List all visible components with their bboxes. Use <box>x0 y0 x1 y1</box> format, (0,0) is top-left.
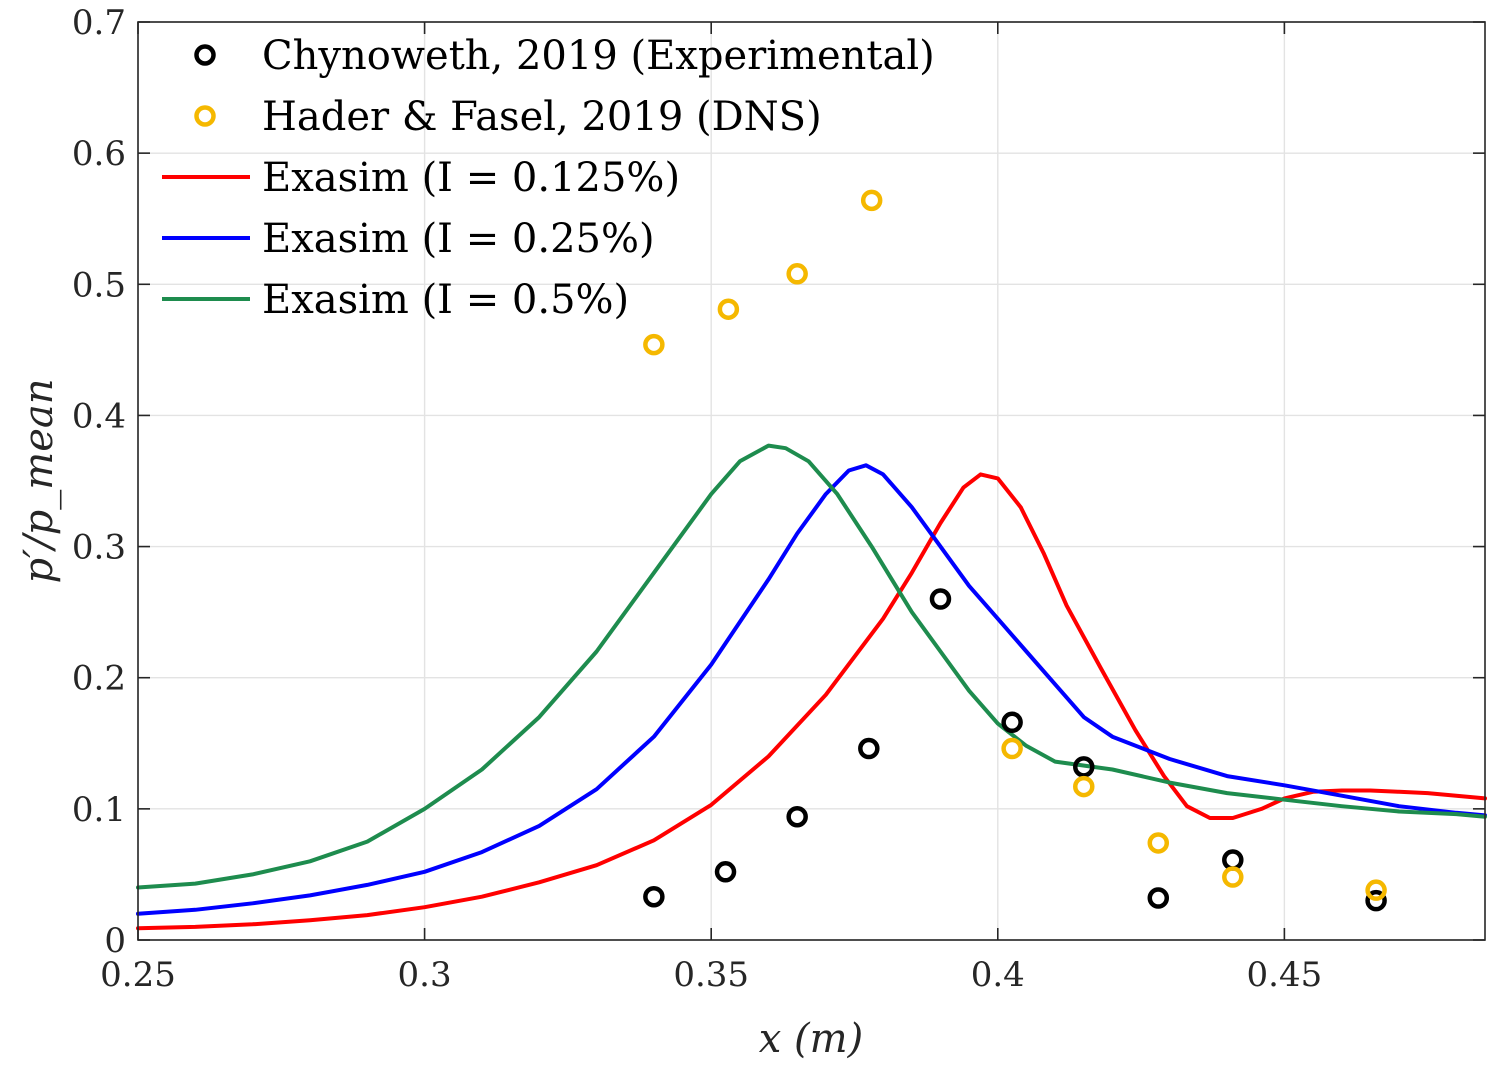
legend: Chynoweth, 2019 (Experimental) Hader & Fa… <box>162 33 935 323</box>
x-axis-label: x (m) <box>759 1016 863 1062</box>
x-tick-label: 0.3 <box>398 955 452 995</box>
y-tick-label: 0.6 <box>72 134 126 174</box>
y-tick-label: 0 <box>104 921 126 961</box>
x-tick-label: 0.45 <box>1247 955 1323 995</box>
y-tick-label: 0.3 <box>72 528 126 568</box>
series-4-line <box>136 443 1487 890</box>
series-0-marker <box>1073 756 1095 778</box>
legend-entry-label: Exasim (I = 0.125%) <box>262 155 680 201</box>
plot-frame <box>137 21 1486 941</box>
legend-swatch-marker <box>194 105 216 127</box>
legend-entry-label: Hader & Fasel, 2019 (DNS) <box>262 94 822 140</box>
series-1-marker <box>1222 866 1244 888</box>
series-0-marker <box>643 885 665 908</box>
series-0-marker <box>1001 711 1023 734</box>
x-tick-label: 0.35 <box>673 955 749 995</box>
series-1-marker <box>1073 775 1095 798</box>
series-0-marker <box>786 805 808 828</box>
series-1-marker <box>643 333 665 356</box>
x-tick-label: 0.25 <box>100 955 176 995</box>
y-tick-label: 0.7 <box>72 3 126 43</box>
series-lines <box>136 443 1487 931</box>
series-0-marker <box>858 737 880 760</box>
series-3-line <box>136 463 1487 916</box>
series-1-marker <box>860 189 883 212</box>
legend-swatch-marker <box>194 44 216 66</box>
legend-entry-label: Exasim (I = 0.25%) <box>262 216 655 262</box>
y-tick-label: 0.2 <box>72 659 126 699</box>
legend-entry-label: Chynoweth, 2019 (Experimental) <box>262 33 935 79</box>
series-0-marker <box>929 588 952 610</box>
plot-background <box>138 22 1485 940</box>
y-tick-label: 0.5 <box>72 265 126 305</box>
series-1-marker <box>1001 737 1023 760</box>
x-tick-label: 0.4 <box>971 955 1025 995</box>
series-0-marker <box>1147 887 1170 909</box>
y-tick-label: 0.1 <box>72 790 126 830</box>
series-0-marker <box>714 861 737 883</box>
ticks: 0.25 0.3 0.35 0.4 0.45 0 0.1 0.2 0.3 0.4 0.5 0.6 0.7 <box>72 3 1485 995</box>
series-1-marker <box>1147 832 1170 854</box>
y-tick-label: 0.4 <box>72 396 126 436</box>
series-1-marker <box>786 263 808 285</box>
y-axis-label: p′/p_mean <box>16 379 62 584</box>
series-1-marker <box>717 298 740 320</box>
series-0-marker <box>1365 889 1387 912</box>
series-markers <box>643 189 1387 912</box>
legend-entry-label: Exasim (I = 0.5%) <box>262 277 629 323</box>
series-1-marker <box>1365 879 1387 901</box>
grid <box>137 21 1485 941</box>
